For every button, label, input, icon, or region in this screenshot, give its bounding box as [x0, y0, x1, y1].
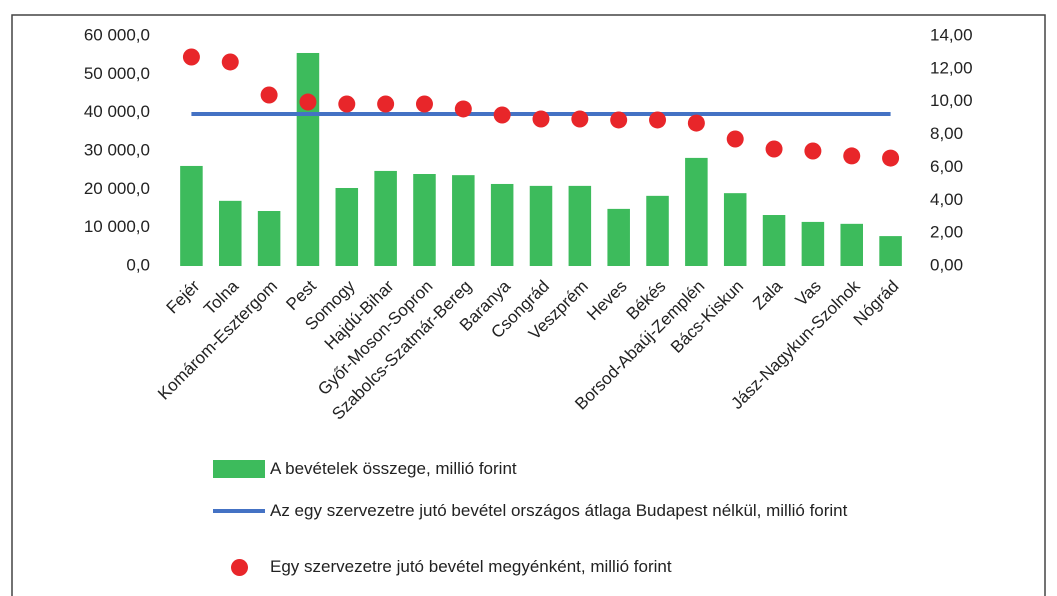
bar [723, 193, 747, 266]
bar [296, 52, 320, 267]
chart-border [11, 14, 1046, 596]
y2-tick-label: 6,00 [930, 157, 963, 176]
bar [607, 208, 630, 266]
x-tick-label: Vas [792, 277, 825, 310]
dot [338, 95, 356, 113]
y-tick-label: 40 000,0 [84, 102, 150, 121]
y2-tick-label: 12,00 [930, 58, 973, 77]
legend-swatch [213, 458, 265, 480]
dot [532, 110, 550, 128]
dot [415, 95, 433, 113]
legend-label: Az egy szervezetre jutó bevétel országos… [270, 501, 848, 520]
bar [879, 236, 902, 266]
bar [490, 183, 514, 266]
dot [260, 86, 278, 104]
legend-swatch [213, 500, 265, 522]
bar [413, 174, 436, 266]
y2-tick-label: 8,00 [930, 124, 963, 143]
y-tick-label: 0,0 [126, 255, 150, 274]
bar [685, 157, 708, 266]
bar [180, 165, 203, 266]
bar [568, 185, 592, 266]
dot [571, 110, 589, 128]
legend-item: Egy szervezetre jutó bevétel megyénként,… [213, 556, 890, 578]
bar [335, 187, 359, 266]
dot [493, 106, 511, 124]
dot [804, 142, 822, 160]
y2-tick-label: 10,00 [930, 91, 973, 110]
bar [452, 175, 475, 266]
dot [299, 93, 317, 111]
y-tick-label: 50 000,0 [84, 64, 150, 83]
y-tick-label: 10 000,0 [84, 217, 150, 236]
legend-swatch [213, 556, 265, 578]
y2-tick-label: 0,00 [930, 255, 963, 274]
dot [377, 95, 395, 113]
y-tick-label: 20 000,0 [84, 179, 150, 198]
dot [610, 111, 628, 129]
bar [374, 170, 397, 266]
legend-item: Az egy szervezetre jutó bevétel országos… [213, 500, 890, 522]
dot [726, 130, 744, 148]
y-tick-label: 60 000,0 [84, 25, 150, 44]
legend-item: A bevételek összege, millió forint [213, 458, 890, 480]
dot [882, 149, 900, 167]
bar [762, 215, 786, 266]
y-tick-label: 30 000,0 [84, 140, 150, 159]
x-tick-label: Fejér [163, 276, 204, 317]
dot [221, 53, 239, 71]
bar [218, 200, 242, 266]
x-tick-label: Zala [749, 276, 786, 313]
dot [182, 48, 200, 66]
bar [801, 221, 825, 266]
dot [649, 111, 667, 129]
y2-tick-label: 14,00 [930, 25, 973, 44]
dot [687, 114, 705, 132]
legend-label: Egy szervezetre jutó bevétel megyénként,… [270, 557, 672, 576]
legend-label: A bevételek összege, millió forint [270, 459, 517, 478]
bar [529, 185, 553, 266]
bar [840, 223, 864, 266]
dot [765, 140, 783, 158]
y2-tick-label: 2,00 [930, 223, 963, 242]
x-tick-label: Heves [583, 277, 631, 325]
bar [646, 195, 669, 266]
dot [843, 147, 861, 165]
bar [257, 210, 281, 266]
dot [454, 100, 472, 118]
y2-tick-label: 4,00 [930, 190, 963, 209]
